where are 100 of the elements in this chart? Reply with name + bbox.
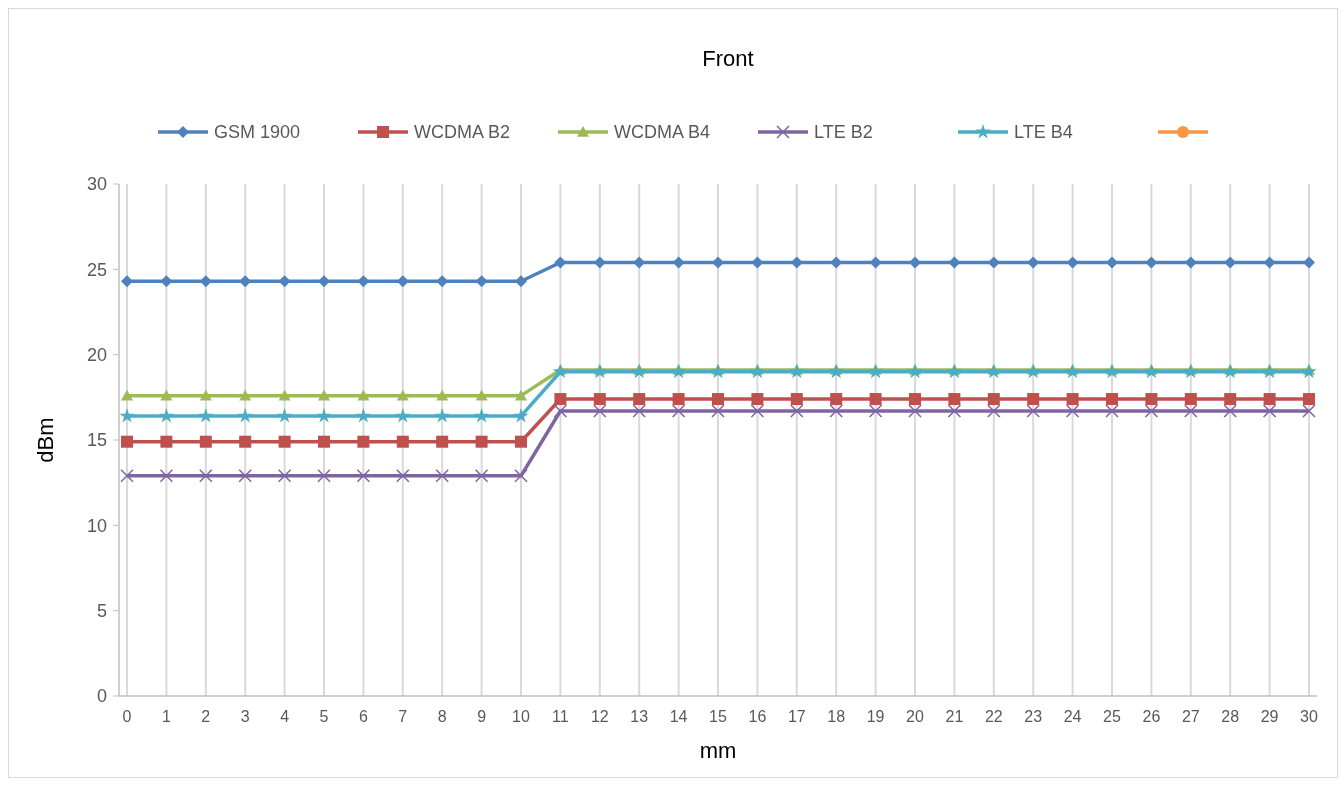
point	[1104, 363, 1120, 379]
point	[121, 435, 133, 448]
x-axis-title: mm	[699, 738, 737, 763]
x-tick-label: 26	[1142, 708, 1161, 725]
x-tick-label: 0	[122, 708, 132, 725]
point	[672, 393, 685, 406]
point	[356, 469, 371, 483]
x-tick-label: 19	[866, 708, 885, 725]
legend-label: LTE B2	[814, 122, 873, 143]
point	[670, 363, 687, 379]
point	[475, 389, 488, 401]
point	[1105, 404, 1119, 418]
point	[239, 389, 252, 401]
x-tick-label: 14	[669, 708, 688, 725]
point	[515, 275, 527, 288]
point	[513, 408, 529, 423]
point	[710, 363, 726, 379]
point	[1303, 393, 1315, 406]
point	[711, 404, 725, 418]
point	[1184, 393, 1197, 406]
point	[828, 363, 844, 379]
x-tick-label: 13	[630, 708, 649, 725]
legend-label: LTE B4	[1014, 122, 1073, 143]
point	[946, 363, 963, 379]
point	[790, 404, 804, 418]
point	[1224, 393, 1237, 406]
point	[474, 469, 489, 483]
point	[238, 469, 252, 483]
point	[395, 408, 411, 423]
point	[158, 408, 175, 423]
chart-title: Front	[702, 46, 754, 71]
point	[199, 469, 213, 483]
x-tick-label: 29	[1260, 708, 1279, 725]
point	[593, 393, 606, 406]
point	[120, 469, 134, 483]
point	[475, 435, 488, 448]
point	[867, 363, 884, 379]
point	[1301, 363, 1317, 379]
point	[318, 435, 330, 448]
point	[1222, 363, 1238, 379]
legend-label: WCDMA B4	[614, 122, 711, 143]
x-tick-label: 21	[945, 708, 964, 725]
y-tick-label: 5	[96, 600, 107, 621]
point	[317, 469, 331, 483]
point	[868, 404, 883, 418]
point	[1106, 393, 1118, 406]
point	[199, 389, 212, 401]
point	[554, 393, 567, 406]
y-tick-label: 30	[86, 174, 107, 195]
point	[1065, 404, 1080, 418]
point	[435, 469, 449, 483]
x-tick-label: 23	[1024, 708, 1043, 725]
x-tick-label: 18	[827, 708, 846, 725]
point	[1064, 363, 1081, 379]
point	[357, 389, 370, 401]
point	[1223, 404, 1237, 418]
point	[276, 408, 293, 423]
point	[1302, 404, 1316, 418]
x-tick-label: 12	[590, 708, 609, 725]
point	[712, 393, 724, 406]
point	[396, 469, 410, 483]
point	[515, 389, 527, 401]
point	[318, 389, 330, 401]
point	[473, 408, 490, 423]
point	[1026, 404, 1040, 418]
point	[160, 435, 173, 448]
point	[436, 389, 449, 401]
point	[237, 408, 253, 423]
point	[121, 275, 133, 288]
point	[749, 363, 766, 379]
x-tick-label: 22	[984, 708, 1003, 725]
point	[1027, 393, 1040, 406]
point	[1145, 393, 1158, 406]
point	[987, 393, 1000, 406]
point	[198, 408, 214, 423]
x-tick-label: 27	[1181, 708, 1200, 725]
point	[1106, 256, 1118, 269]
x-tick-label: 17	[787, 708, 806, 725]
point	[514, 469, 528, 483]
point	[1183, 363, 1199, 379]
point	[592, 363, 608, 379]
point	[1184, 404, 1198, 418]
point	[160, 389, 173, 401]
point	[987, 404, 1001, 418]
point	[671, 404, 686, 418]
point	[593, 404, 607, 418]
point	[948, 393, 961, 406]
point	[357, 435, 370, 448]
point	[552, 363, 569, 379]
x-tick-label: 28	[1221, 708, 1240, 725]
point	[1144, 404, 1159, 418]
x-tick-label: 3	[240, 708, 250, 725]
point	[199, 435, 212, 448]
y-tick-label: 20	[86, 344, 107, 365]
point	[515, 435, 527, 448]
point	[632, 404, 646, 418]
point	[986, 363, 1002, 379]
point	[947, 404, 962, 418]
x-tick-label: 16	[748, 708, 767, 725]
point	[907, 363, 923, 379]
